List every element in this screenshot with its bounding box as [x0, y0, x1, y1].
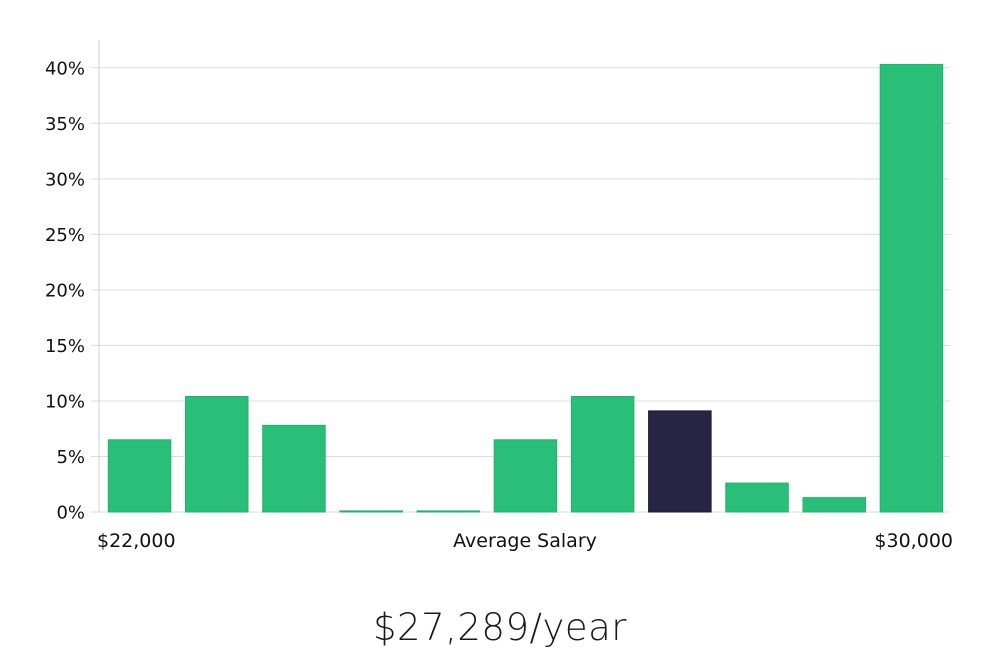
bar: [339, 510, 403, 513]
y-tick-label: 0%: [56, 503, 85, 524]
bars: [107, 63, 944, 513]
y-tick-label: 20%: [45, 280, 85, 301]
y-axis-tick-labels: 0% 5% 10% 15% 20% 25% 30% 35% 40%: [45, 58, 85, 523]
bar: [107, 439, 172, 513]
y-tick-label: 35%: [45, 114, 85, 135]
y-tick-label: 5%: [56, 447, 85, 468]
y-tick-label: 10%: [45, 391, 85, 412]
bar: [262, 424, 326, 513]
x-max-label: $30,000: [874, 530, 953, 552]
y-tick-label: 40%: [45, 58, 85, 79]
x-axis-title: Average Salary: [453, 530, 597, 552]
bar: [725, 482, 789, 513]
bar: [879, 63, 944, 513]
average-salary-value: $27,289/year: [372, 606, 627, 649]
bar: [802, 497, 866, 513]
bar: [493, 439, 558, 513]
bar: [416, 510, 481, 513]
y-tick-label: 30%: [45, 169, 85, 190]
bar: [185, 396, 249, 513]
bar-highlighted: [648, 410, 712, 513]
x-min-label: $22,000: [97, 530, 176, 552]
bar: [570, 396, 635, 513]
y-tick-label: 25%: [45, 225, 85, 246]
y-tick-label: 15%: [45, 336, 85, 357]
